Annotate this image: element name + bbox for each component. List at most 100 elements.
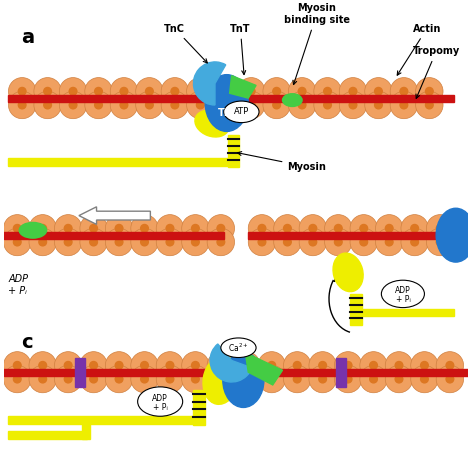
Text: TnT: TnT [230,24,251,74]
Bar [9,416,199,424]
Circle shape [243,375,250,383]
Circle shape [90,238,98,246]
Circle shape [446,362,454,369]
Bar [228,136,239,167]
Circle shape [166,375,174,383]
Text: Actin: Actin [397,24,441,75]
Circle shape [411,238,419,246]
Circle shape [55,352,82,379]
Circle shape [314,91,341,118]
Circle shape [3,215,31,242]
Circle shape [55,228,82,256]
Circle shape [39,238,46,246]
Ellipse shape [224,101,259,123]
Circle shape [416,91,443,118]
Circle shape [95,88,102,95]
Circle shape [370,375,377,383]
Circle shape [395,362,403,369]
Circle shape [314,78,341,105]
Circle shape [13,362,21,369]
Circle shape [44,88,52,95]
Circle shape [411,225,419,232]
Circle shape [85,78,112,105]
Circle shape [436,238,444,246]
Text: Tropomy: Tropomy [413,46,460,99]
Circle shape [80,215,107,242]
Circle shape [3,228,31,256]
Circle shape [263,78,291,105]
Circle shape [374,88,382,95]
Circle shape [293,362,301,369]
Circle shape [288,91,316,118]
Circle shape [29,215,56,242]
Circle shape [80,365,107,393]
Circle shape [325,228,352,256]
Circle shape [64,375,72,383]
Circle shape [385,352,413,379]
Circle shape [80,228,107,256]
Circle shape [268,362,275,369]
Circle shape [273,228,301,256]
Circle shape [64,225,72,232]
Circle shape [436,352,464,379]
Circle shape [90,375,98,383]
Circle shape [9,91,36,118]
Circle shape [29,352,56,379]
Circle shape [39,225,46,232]
Circle shape [13,238,21,246]
Circle shape [237,78,265,105]
Circle shape [166,225,174,232]
Circle shape [105,228,133,256]
Circle shape [344,375,352,383]
Circle shape [115,225,123,232]
Circle shape [182,365,209,393]
Circle shape [39,375,46,383]
Ellipse shape [436,208,474,262]
Circle shape [222,101,229,109]
Circle shape [339,91,367,118]
Circle shape [64,238,72,246]
Circle shape [273,215,301,242]
Circle shape [309,352,337,379]
Circle shape [309,365,337,393]
Circle shape [29,365,56,393]
Circle shape [105,352,133,379]
Circle shape [217,362,225,369]
Bar [356,309,454,317]
Bar [9,431,87,439]
Circle shape [360,238,367,246]
Circle shape [85,91,112,118]
Circle shape [335,238,342,246]
Circle shape [344,362,352,369]
Circle shape [156,352,183,379]
Circle shape [18,101,26,109]
Circle shape [360,352,387,379]
Circle shape [29,228,56,256]
Circle shape [299,215,327,242]
Circle shape [141,375,148,383]
Circle shape [212,78,239,105]
Text: ADP: ADP [152,394,168,403]
Circle shape [136,91,163,118]
Circle shape [350,215,377,242]
Circle shape [309,238,317,246]
Circle shape [34,91,61,118]
Circle shape [110,91,137,118]
Wedge shape [210,344,252,382]
Circle shape [452,228,474,256]
Circle shape [166,238,174,246]
Circle shape [298,88,306,95]
Text: TnI: TnI [218,108,236,118]
Circle shape [427,228,454,256]
Circle shape [283,352,311,379]
Circle shape [131,352,158,379]
Circle shape [426,101,433,109]
Circle shape [462,225,469,232]
Circle shape [156,215,183,242]
Circle shape [273,88,281,95]
Circle shape [334,365,362,393]
Circle shape [55,365,82,393]
Circle shape [115,362,123,369]
Circle shape [370,362,377,369]
Circle shape [233,352,260,379]
